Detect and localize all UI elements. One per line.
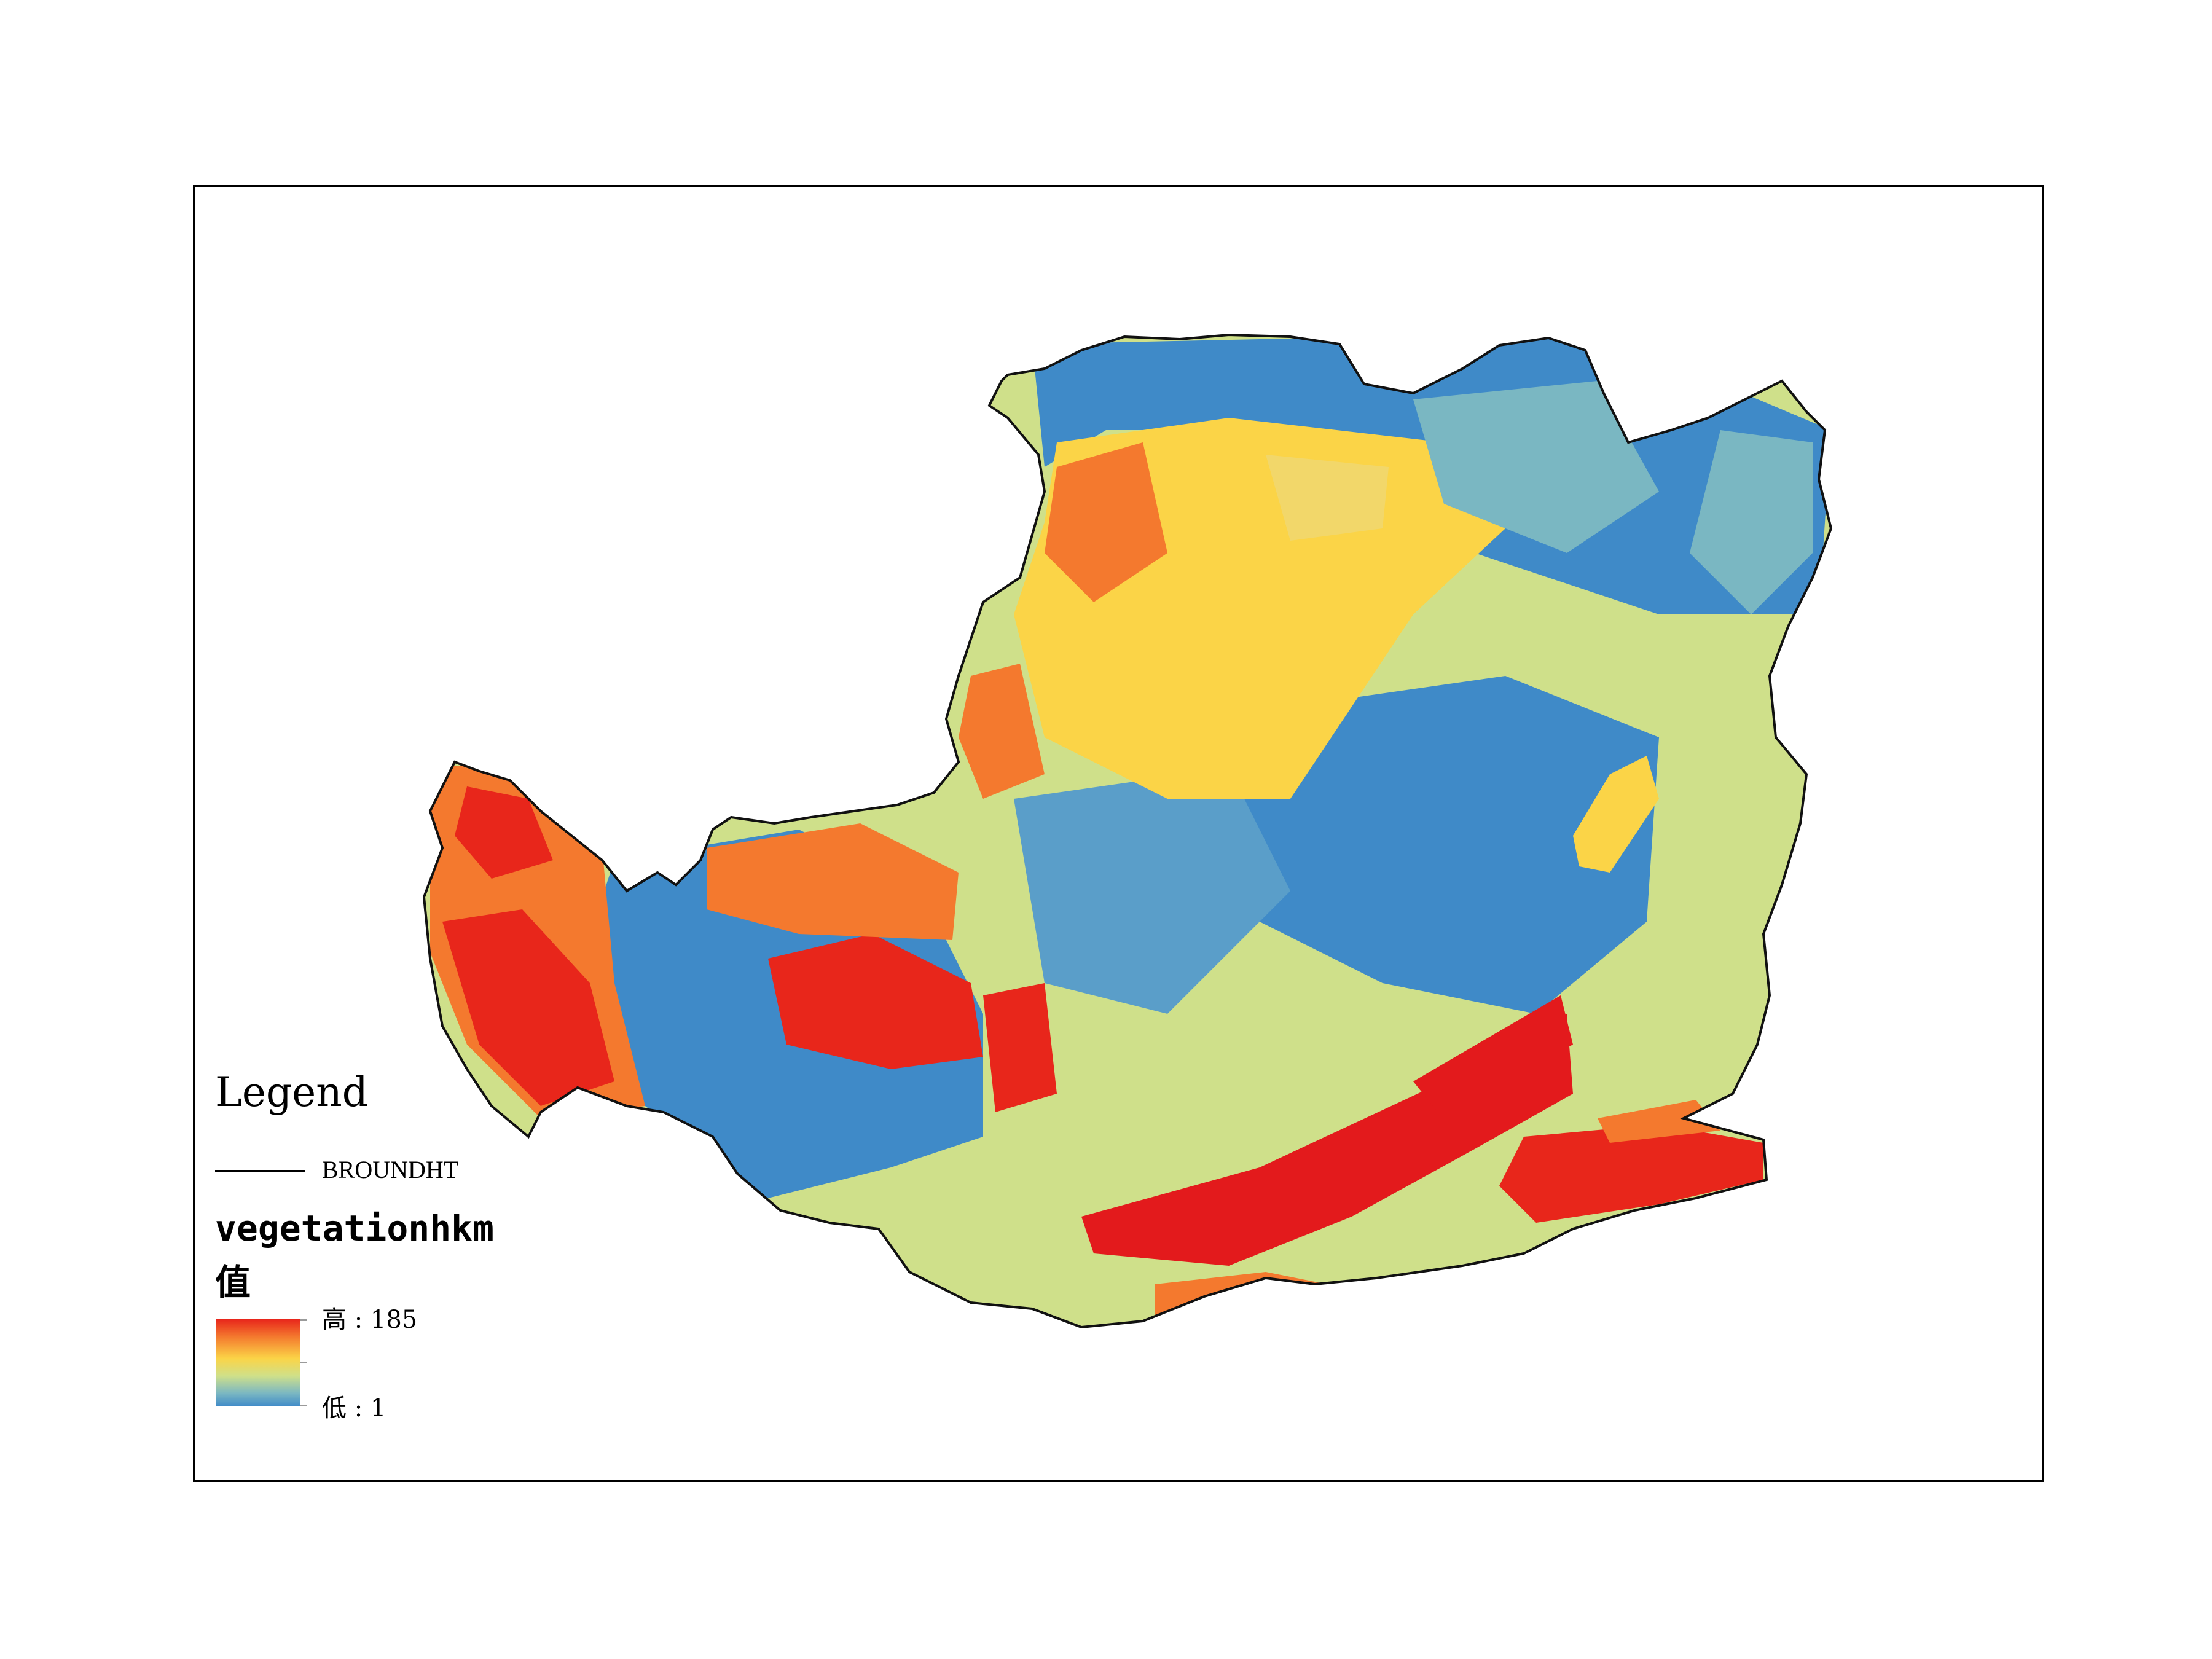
broundht-line-symbol <box>215 1170 305 1172</box>
legend-title: Legend <box>215 1069 368 1116</box>
ramp-high-label: 高 : 185 <box>322 1306 418 1334</box>
ramp-tick-high <box>300 1319 307 1321</box>
ramp-tick-mid <box>300 1362 307 1363</box>
color-ramp <box>216 1319 300 1406</box>
field-label: 值 <box>215 1261 251 1303</box>
raster-layer-name: vegetationhkm <box>215 1207 494 1249</box>
broundht-label: BROUNDHT <box>322 1156 459 1183</box>
vegetation-raster <box>424 335 1831 1327</box>
ramp-low-label: 低 : 1 <box>322 1394 386 1422</box>
ramp-tick-low <box>300 1405 307 1406</box>
